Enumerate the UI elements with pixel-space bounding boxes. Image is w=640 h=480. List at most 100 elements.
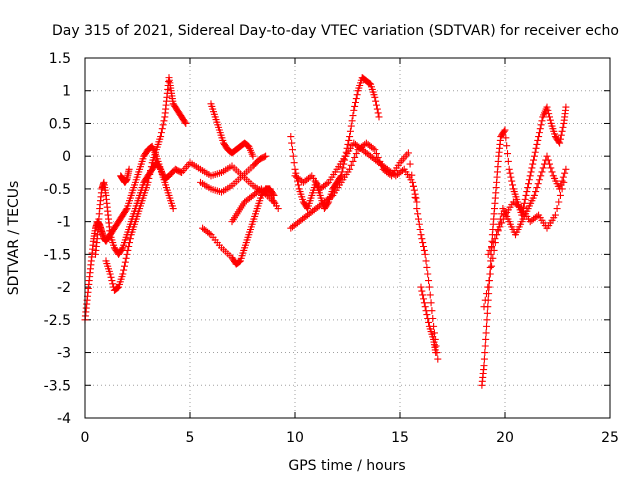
data-point [347,122,355,130]
data-point [351,153,359,161]
data-point [421,303,429,311]
data-point [532,188,540,196]
data-point [558,177,566,185]
data-point [413,198,421,206]
data-point [418,287,426,295]
data-point [120,266,128,274]
x-tick-label: 0 [81,430,90,446]
data-point [160,117,168,125]
data-point [369,144,377,152]
data-point [414,210,422,218]
data-point [274,205,282,213]
data-point [351,99,359,107]
data-point [121,258,129,266]
data-point [420,295,428,303]
data-point [419,291,427,299]
data-point [422,257,430,265]
data-point [432,342,440,350]
data-point [535,176,543,184]
data-point [423,263,431,271]
data-point [291,165,299,173]
data-point [530,152,538,160]
data-point [262,152,270,160]
data-point [346,133,354,141]
data-point [500,127,508,135]
series-track-c [102,74,190,294]
x-axis-label: GPS time / hours [288,458,405,474]
data-point [344,140,352,148]
data-point [523,188,531,196]
data-point [157,133,165,141]
data-point [499,215,507,223]
data-point [546,116,554,124]
data-point [122,254,130,262]
data-point [123,250,131,258]
data-point [157,129,165,137]
data-point [504,150,512,158]
x-tick-label: 15 [391,430,409,446]
plot-frame [84,57,611,419]
series-track-f [197,152,270,196]
data-point [555,198,563,206]
data-point [353,91,361,99]
data-point [146,171,154,179]
data-point [501,126,509,134]
data-point [535,129,543,137]
data-point [375,113,383,121]
data-point [158,125,166,133]
data-point [108,277,116,285]
data-point [543,152,551,160]
data-point [525,180,533,188]
data-point [366,80,374,88]
data-point [525,176,533,184]
data-point [176,168,184,176]
data-point [531,148,539,156]
data-point [417,231,425,239]
data-point [496,223,504,231]
data-point [125,243,133,251]
data-point [526,172,534,180]
data-point [414,215,422,223]
data-point [159,121,167,129]
data-point [507,173,515,181]
y-axis-label: SDTVAR / TECUs [6,181,22,296]
tick-labels: 0 5 10 15 20 25 -4 -3.5 -3 -2.5 -2 -1.5 -1 -0.5 0 0.5 1 1… [44,51,619,446]
data-point [424,270,432,278]
data-point [505,165,513,173]
data-point [480,362,488,370]
data-point [235,258,243,266]
data-point [537,121,545,129]
data-point [486,270,494,278]
data-point [346,127,354,135]
y-tick-label: -0.5 [44,182,71,198]
data-point [488,243,496,251]
data-point [404,149,412,157]
data-point [294,181,302,189]
data-point [270,198,278,206]
data-point [543,103,551,111]
data-point [527,168,535,176]
data-point [509,181,517,189]
data-point [558,185,566,193]
data-point [372,101,380,109]
data-point [484,283,492,291]
data-point [420,299,428,307]
series-track-e [207,100,257,160]
data-point [107,273,115,281]
data-point [411,190,419,198]
data-point [303,203,311,211]
data-point [109,280,117,288]
data-point [422,307,430,315]
data-point [371,146,379,154]
data-point [504,157,512,165]
data-point [432,349,440,357]
data-point [498,219,506,227]
data-point [534,136,542,144]
data-point [347,161,355,169]
data-point [483,309,491,317]
data-point [483,322,491,330]
data-point [126,239,134,247]
y-tick-label: 1 [62,84,71,100]
data-point [532,144,540,152]
